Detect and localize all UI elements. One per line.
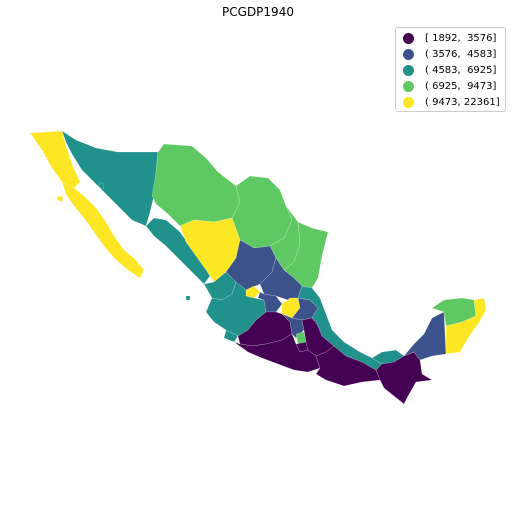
legend-swatch <box>403 32 414 44</box>
legend-swatch <box>403 64 414 76</box>
legend-label: [ 1892, 3576] <box>425 32 497 44</box>
legend-item: ( 9473, 22361] <box>396 94 505 110</box>
region-baja-california-sur[interactable] <box>61 181 145 279</box>
legend-swatch <box>403 48 414 60</box>
region-guerrero[interactable] <box>233 333 321 373</box>
region-baja-california[interactable] <box>29 130 81 189</box>
legend-label: ( 6925, 9473] <box>425 80 497 92</box>
legend-swatch <box>403 80 414 92</box>
legend-label: ( 9473, 22361] <box>425 96 500 108</box>
region-chihuahua[interactable] <box>151 143 241 227</box>
legend-label: ( 3576, 4583] <box>425 48 497 60</box>
region-quintana-roo[interactable] <box>445 297 487 355</box>
legend: [ 1892, 3576] ( 3576, 4583] ( 4583, 6925… <box>395 27 506 112</box>
legend-label: ( 4583, 6925] <box>425 64 497 76</box>
region-chiapas[interactable] <box>375 351 433 405</box>
legend-item: ( 4583, 6925] <box>396 62 505 78</box>
map-title: PCGDP1940 <box>222 5 294 19</box>
region-coahuila[interactable] <box>231 175 293 249</box>
region-island-pacific <box>185 295 191 301</box>
legend-item: [ 1892, 3576] <box>396 30 505 46</box>
legend-item: ( 3576, 4583] <box>396 46 505 62</box>
legend-item: ( 6925, 9473] <box>396 78 505 94</box>
legend-swatch <box>403 96 414 108</box>
region-campeche[interactable] <box>403 311 447 361</box>
region-sonora-island <box>98 181 105 190</box>
region-baja-island <box>56 195 64 203</box>
